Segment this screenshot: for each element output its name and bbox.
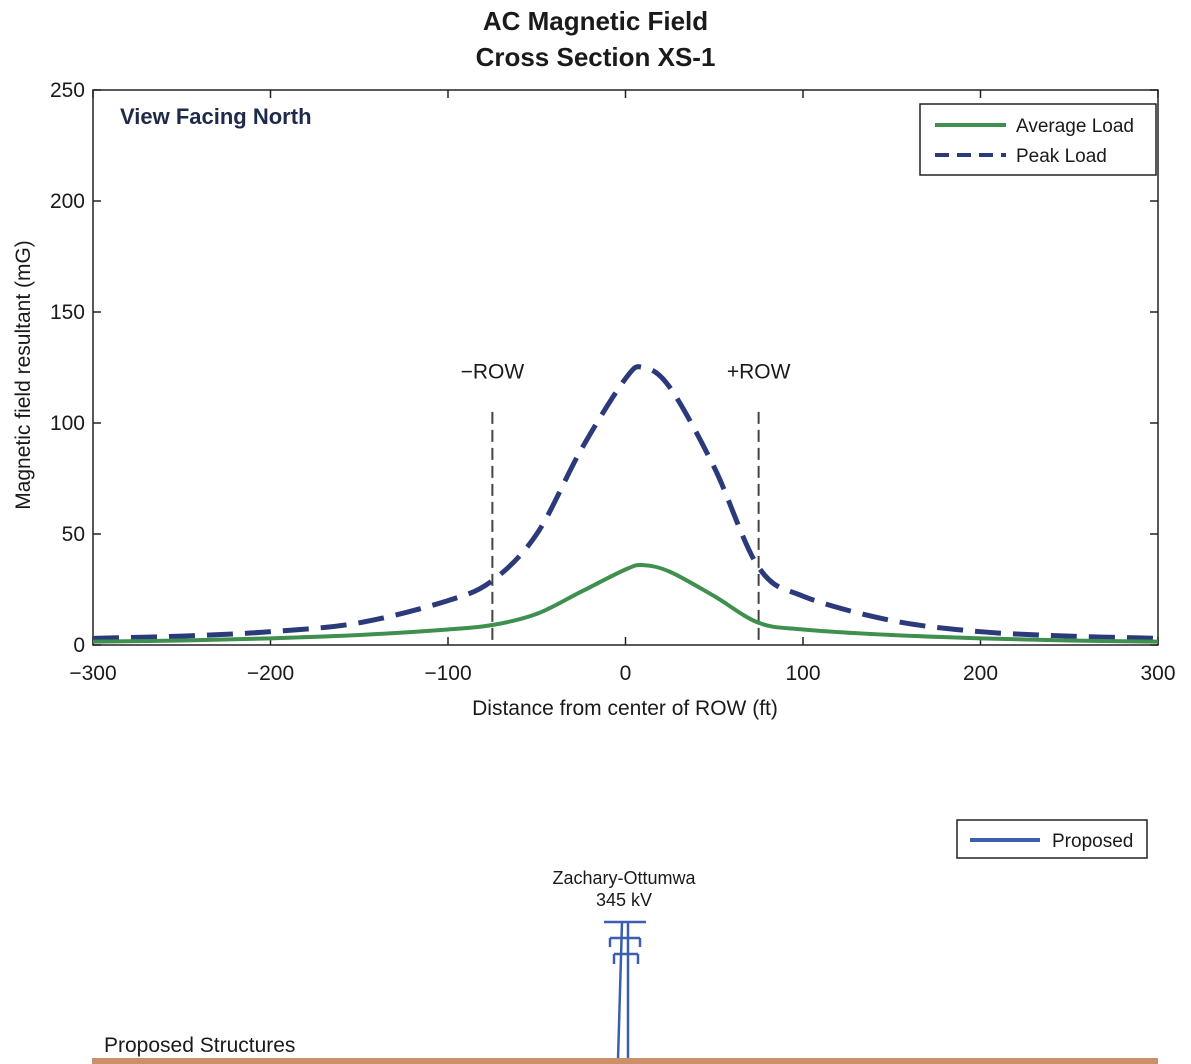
x-tick-label: −100	[424, 662, 471, 685]
view-facing-annotation: View Facing North	[120, 104, 312, 129]
magnetic-field-plot: −300 −200 −100 0 100 200 300 0 50 100 150 200 250 −R…	[12, 79, 1176, 720]
x-tick-label: 0	[620, 662, 632, 685]
x-tick-label: 100	[785, 662, 820, 685]
ground-label: Proposed Structures	[104, 1034, 295, 1057]
structure-diagram: Proposed Zachary-Ottumwa 345 kV Proposed…	[92, 819, 1158, 1064]
transmission-tower-icon	[604, 920, 646, 1061]
series-average-load	[92, 562, 1159, 644]
y-tick-label: 250	[50, 79, 85, 102]
row-marker-label: −ROW	[461, 361, 525, 384]
plot-frame	[92, 89, 1159, 646]
ground-strip	[92, 1058, 1158, 1064]
x-tick-label: 300	[1140, 662, 1175, 685]
structure-name-label: Zachary-Ottumwa	[552, 868, 696, 888]
x-tick-label: 200	[963, 662, 998, 685]
x-axis-label: Distance from center of ROW (ft)	[472, 697, 778, 720]
y-tick-label: 50	[62, 523, 85, 546]
y-axis-label: Magnetic field resultant (mG)	[12, 240, 35, 510]
legend-label-average: Average Load	[1016, 116, 1134, 137]
chart-title: AC Magnetic Field	[482, 6, 709, 36]
row-marker-label: +ROW	[727, 361, 791, 384]
chart-subtitle: Cross Section XS-1	[475, 42, 716, 72]
x-tick-label: −200	[247, 662, 294, 685]
series-peak-load	[92, 364, 1159, 641]
proposed-legend: Proposed	[956, 819, 1148, 859]
y-tick-label: 100	[50, 412, 85, 435]
proposed-legend-label: Proposed	[1052, 831, 1133, 852]
legend-box	[919, 103, 1157, 176]
y-tick-label: 0	[73, 634, 85, 657]
structure-voltage-label: 345 kV	[596, 890, 652, 910]
chart-legend: Average Load Peak Load	[919, 103, 1157, 176]
y-tick-label: 150	[50, 301, 85, 324]
x-tick-label: −300	[69, 662, 116, 685]
legend-label-peak: Peak Load	[1016, 146, 1107, 167]
y-tick-label: 200	[50, 190, 85, 213]
